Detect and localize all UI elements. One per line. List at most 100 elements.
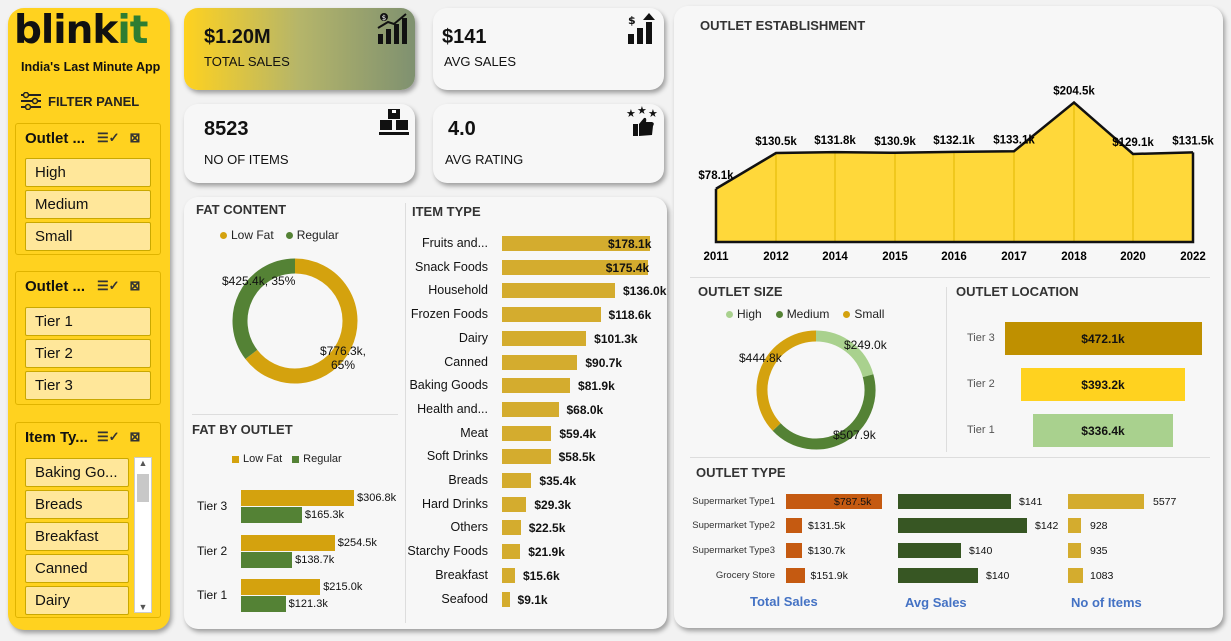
fat-content-legend: Low Fat Regular — [220, 228, 339, 242]
scroll-thumb[interactable] — [137, 474, 149, 502]
fat-by-outlet-legend: Low Fat Regular — [232, 453, 342, 465]
legend-lowfat: Low Fat — [231, 228, 274, 242]
category-label: Starchy Foods — [407, 544, 488, 559]
category-label: Grocery Store — [715, 570, 775, 581]
slicer-item-high[interactable]: High — [25, 158, 151, 187]
blinkit-logo: blinkit — [14, 8, 148, 53]
x-tick-label: 2015 — [882, 251, 908, 263]
bar-label: $215.0k — [323, 581, 363, 593]
category-label: Meat — [460, 425, 488, 440]
total-sales-bar — [786, 518, 803, 533]
category-label: Soft Drinks — [426, 449, 488, 464]
location-bar — [1020, 368, 1186, 401]
slicer-item-tier1[interactable]: Tier 1 — [25, 307, 151, 336]
item-type-bar — [502, 307, 601, 323]
bar-label: $101.3k — [594, 331, 638, 346]
bar-label: $68.0k — [566, 402, 604, 417]
legend-dot-regular — [285, 231, 293, 239]
avg-sales-bar — [898, 543, 961, 558]
category-label: Breakfast — [435, 567, 488, 582]
avg-sales-bar — [898, 494, 1011, 509]
slicer-item-tier3[interactable]: Tier 3 — [25, 371, 151, 400]
bar-lowfat — [241, 579, 321, 595]
legend-dot-high — [726, 310, 733, 318]
donut-slice — [245, 258, 358, 384]
slicer-item-baking[interactable]: Baking Go... — [25, 458, 129, 487]
data-label: $130.9k — [874, 136, 916, 148]
category-label: Canned — [444, 354, 488, 369]
data-label: $130.5k — [755, 136, 797, 148]
x-tick-label: 2020 — [1120, 251, 1146, 263]
bar-label: $130.7k — [807, 545, 846, 557]
svg-text:★: ★ — [648, 107, 658, 120]
item-type-bar — [502, 354, 578, 370]
data-label: $204.5k — [1053, 86, 1095, 98]
scroll-down-icon[interactable]: ▼ — [138, 602, 148, 612]
clear-filter-icon[interactable]: ⊠ — [129, 278, 141, 293]
category-label: Tier 3 — [967, 332, 995, 344]
total-sales-bar — [786, 543, 802, 558]
items-boxes-icon — [379, 109, 409, 135]
bar-label: $254.5k — [337, 537, 377, 549]
category-label: Baking Goods — [409, 378, 488, 393]
x-tick-label: 2016 — [941, 251, 967, 263]
data-label: $129.1k — [1112, 137, 1154, 149]
item-type-bar — [502, 236, 650, 251]
item-type-bar — [502, 496, 527, 512]
area-border — [714, 152, 1195, 244]
slicer-outlet-location: Outlet ... ☰✓ ⊠ Tier 1 Tier 2 Tier 3 — [15, 271, 161, 405]
slicer-item-breads[interactable]: Breads — [25, 490, 129, 519]
category-label: Snack Foods — [415, 259, 488, 274]
kpi-label: AVG RATING — [445, 152, 524, 167]
item-type-bar — [502, 567, 515, 583]
outlet-establishment-title: OUTLET ESTABLISHMENT — [700, 18, 866, 33]
category-label: Tier 3 — [197, 499, 228, 513]
slicer-item-canned[interactable]: Canned — [25, 554, 129, 583]
slicer-scrollbar[interactable]: ▲ ▼ — [134, 457, 152, 613]
category-label: Household — [428, 283, 488, 298]
kpi-label: AVG SALES — [444, 54, 517, 69]
rating-thumbs-icon: ★ ★ ★ — [626, 106, 658, 136]
location-bar — [1004, 322, 1202, 355]
bar-label: $306.8k — [357, 492, 397, 504]
legend-dot-small — [843, 310, 851, 318]
slicer-item-small[interactable]: Small — [25, 222, 151, 251]
clear-filter-icon[interactable]: ⊠ — [129, 130, 141, 145]
bar-regular — [241, 552, 293, 568]
donut-slice — [756, 330, 817, 431]
category-label: Tier 2 — [967, 378, 995, 390]
total-sales-header: Total Sales — [750, 594, 818, 609]
category-label: Supermarket Type2 — [692, 520, 775, 531]
divider — [690, 277, 1210, 278]
multi-select-icon[interactable]: ☰✓ — [97, 429, 120, 444]
filter-panel-title: FILTER PANEL — [20, 92, 139, 110]
bar-label: $165.3k — [304, 509, 345, 521]
outlet-establishment-chart: 2011 $78.1k 2012 $130.5k 2014 $131.8k 2015 $130… — [698, 86, 1214, 263]
slicer-item-tier2[interactable]: Tier 2 — [25, 339, 151, 368]
multi-select-icon[interactable]: ☰✓ — [97, 130, 120, 145]
bar-label: $15.6k — [522, 568, 560, 583]
slicer-item-breakfast[interactable]: Breakfast — [25, 522, 129, 551]
avg-sales-icon: $ — [628, 13, 655, 44]
size-small-label: $444.8k — [739, 351, 782, 365]
kpi-no-of-items: 8523 NO OF ITEMS — [184, 104, 415, 183]
items-bar — [1068, 568, 1083, 583]
avg-sales-bar — [898, 518, 1027, 533]
slicer-item-dairy[interactable]: Dairy — [25, 586, 129, 615]
category-label: Dairy — [458, 330, 488, 345]
slicer-item-medium[interactable]: Medium — [25, 190, 151, 219]
bar-label: $21.9k — [528, 545, 565, 560]
filter-panel-label: FILTER PANEL — [48, 93, 140, 109]
outlet-type-title: OUTLET TYPE — [696, 465, 786, 480]
multi-select-icon[interactable]: ☰✓ — [97, 278, 120, 293]
clear-filter-icon[interactable]: ⊠ — [129, 429, 141, 444]
slicer-title: Outlet ... — [25, 129, 85, 147]
legend-lowfat: Low Fat — [243, 453, 283, 465]
scroll-up-icon[interactable]: ▲ — [138, 458, 148, 468]
bar-label: $175.4k — [605, 260, 650, 275]
category-label: Tier 2 — [197, 544, 228, 558]
category-label: Breads — [448, 473, 488, 487]
fat-regular-label: $425.4k, 35% — [222, 274, 296, 288]
bar-label: $140 — [986, 570, 1010, 582]
x-tick-label: 2017 — [1001, 251, 1027, 263]
